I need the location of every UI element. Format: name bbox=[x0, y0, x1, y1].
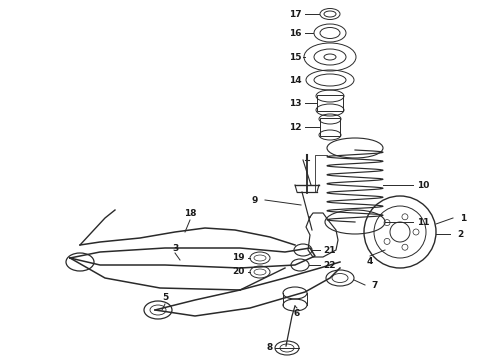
Text: 12: 12 bbox=[289, 122, 301, 131]
Text: 5: 5 bbox=[162, 293, 168, 302]
Text: 2: 2 bbox=[457, 230, 463, 239]
Text: 10: 10 bbox=[417, 180, 429, 189]
Text: 18: 18 bbox=[184, 208, 196, 217]
Text: 7: 7 bbox=[372, 280, 378, 289]
Bar bbox=[320, 118, 340, 136]
Text: 17: 17 bbox=[289, 9, 301, 18]
Text: 6: 6 bbox=[294, 309, 300, 318]
Text: 16: 16 bbox=[289, 28, 301, 37]
Text: 15: 15 bbox=[289, 53, 301, 62]
Text: 1: 1 bbox=[460, 213, 466, 222]
Text: 8: 8 bbox=[267, 343, 273, 352]
Text: 19: 19 bbox=[232, 253, 245, 262]
Text: 9: 9 bbox=[252, 195, 258, 204]
Text: 11: 11 bbox=[417, 217, 429, 226]
Text: 20: 20 bbox=[232, 267, 244, 276]
Text: 3: 3 bbox=[172, 243, 178, 252]
Text: 14: 14 bbox=[289, 76, 301, 85]
Bar bbox=[317, 95, 343, 111]
Text: 4: 4 bbox=[367, 257, 373, 266]
Text: 13: 13 bbox=[289, 99, 301, 108]
Text: 22: 22 bbox=[324, 261, 336, 270]
Text: 21: 21 bbox=[324, 246, 336, 255]
